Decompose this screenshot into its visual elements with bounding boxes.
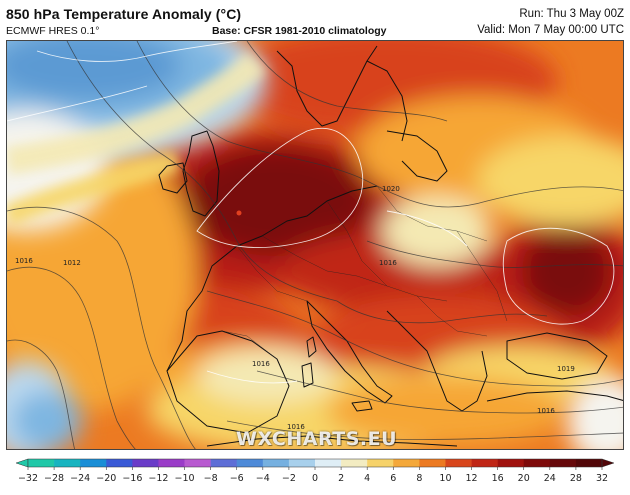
colorbar-tick-label: 16 (492, 473, 504, 484)
colorbar-tick-label: 32 (596, 473, 608, 484)
chart-header: 850 hPa Temperature Anomaly (°C) ECMWF H… (0, 0, 630, 40)
colorbar-tick-label: 12 (465, 473, 477, 484)
colorbar-segment (262, 459, 290, 467)
colorbar-tick-label: 24 (544, 473, 556, 484)
colorbar-segment (419, 459, 446, 467)
colorbar-tick-label: 6 (390, 473, 396, 484)
colorbar-segment (367, 459, 394, 467)
colorbar-tick-label: 20 (518, 473, 530, 484)
isobar-label: 1016 (252, 360, 270, 368)
isobar-label: 1012 (63, 259, 81, 267)
colorbar-segment (132, 459, 159, 467)
isobar-label: 1016 (537, 407, 555, 415)
colorbar-segment (80, 459, 107, 467)
colorbar-tick-label: −32 (18, 473, 38, 484)
colorbar-segment (28, 459, 55, 467)
colorbar-segment (471, 459, 498, 467)
colorbar-segment (497, 459, 525, 467)
colorbar-tick-label: −12 (148, 473, 168, 484)
colorbar-tick-label: 2 (338, 473, 344, 484)
colorbar-tick-label: 4 (364, 473, 370, 484)
colorbar-tick-label: 8 (416, 473, 422, 484)
colorbar-segment (106, 459, 133, 467)
colorbar-segment (288, 459, 316, 467)
location-marker (236, 210, 242, 216)
colorbar-segment (315, 459, 342, 467)
isobars (7, 41, 623, 449)
colorbar-segment (210, 459, 238, 467)
colorbar: −32 −28 −24 −20 −16 −12 −10 −8 −6 −4 −2 0 2 4 6 8 10 12 16… (15, 455, 615, 495)
run-time-label: Run: Thu 3 May 00Z (519, 8, 624, 20)
wxcharts-watermark: WXCHARTS.EU (236, 428, 398, 450)
colorbar-tick-label: −16 (122, 473, 142, 484)
isobar-label: 1020 (382, 185, 400, 193)
colorbar-tick-label: −20 (96, 473, 116, 484)
colorbar-segment (393, 459, 420, 467)
colorbar-segment (549, 459, 577, 467)
isobar-label: 1016 (379, 259, 397, 267)
colorbar-tick-label: 10 (439, 473, 451, 484)
isobar-label: 1019 (557, 365, 575, 373)
colorbar-tick-label: 0 (312, 473, 318, 484)
coastlines (158, 45, 623, 447)
colorbar-tick-label: −10 (175, 473, 195, 484)
colorbar-segment (575, 459, 603, 467)
colorbar-tick-label: −24 (70, 473, 90, 484)
colorbar-tick-label: 28 (570, 473, 582, 484)
anomaly-contours (7, 41, 615, 384)
colorbar-max-arrow (601, 458, 615, 468)
borders (221, 185, 508, 360)
base-climatology-label: Base: CFSR 1981-2010 climatology (212, 25, 387, 37)
model-label: ECMWF HRES 0.1° (6, 25, 100, 37)
colorbar-segment (341, 459, 368, 467)
map-title: 850 hPa Temperature Anomaly (°C) (6, 6, 242, 22)
colorbar-segment (445, 459, 472, 467)
map-canvas: 1012 1016 1020 1016 1016 1016 1016 1019 (7, 41, 623, 449)
isobar-label: 1016 (15, 257, 33, 265)
valid-time-label: Valid: Mon 7 May 00:00 UTC (477, 24, 624, 36)
colorbar-segment (236, 459, 264, 467)
colorbar-tick-label: −4 (256, 473, 270, 484)
colorbar-svg: −32 −28 −24 −20 −16 −12 −10 −8 −6 −4 −2 0 2 4 6 8 10 12 16… (15, 458, 615, 484)
anomaly-map: 1012 1016 1020 1016 1016 1016 1016 1019 (6, 40, 624, 450)
colorbar-tick-label: −2 (282, 473, 296, 484)
colorbar-segment (184, 459, 211, 467)
colorbar-segment (523, 459, 551, 467)
isobar-label: 1016 (287, 423, 305, 431)
colorbar-tick-label: −28 (44, 473, 64, 484)
colorbar-tick-label: −6 (230, 473, 244, 484)
colorbar-tick-label: −8 (204, 473, 218, 484)
isobar-labels: 1012 1016 1020 1016 1016 1016 1016 1019 (15, 185, 575, 431)
colorbar-segment (158, 459, 185, 467)
colorbar-min-arrow (15, 458, 29, 468)
colorbar-segment (54, 459, 81, 467)
